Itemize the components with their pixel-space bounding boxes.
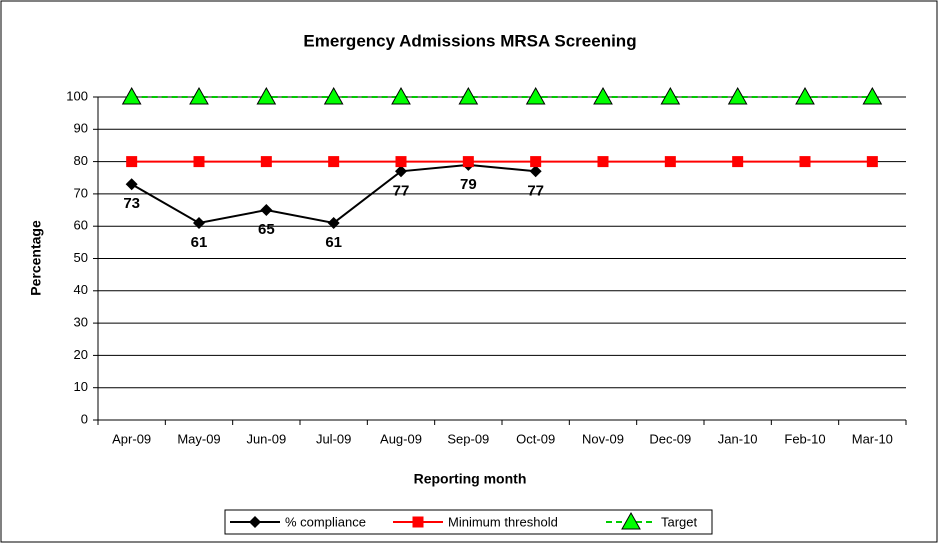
marker xyxy=(593,86,613,105)
x-tick-label: Jan-10 xyxy=(718,431,758,446)
legend-marker xyxy=(412,516,424,528)
data-label: 73 xyxy=(123,195,140,212)
marker xyxy=(328,156,340,168)
data-label: 79 xyxy=(460,176,477,193)
marker xyxy=(126,156,138,168)
marker xyxy=(530,156,542,168)
x-tick-label: Oct-09 xyxy=(516,431,555,446)
y-tick-label: 70 xyxy=(74,185,88,200)
legend-marker xyxy=(249,516,261,528)
data-label: 61 xyxy=(191,234,208,251)
marker xyxy=(327,216,340,229)
x-axis-label: Reporting month xyxy=(414,471,527,487)
marker xyxy=(664,156,676,168)
data-label: 61 xyxy=(325,234,342,251)
x-tick-label: May-09 xyxy=(177,431,220,446)
x-tick-label: Apr-09 xyxy=(112,431,151,446)
x-tick-label: Sep-09 xyxy=(447,431,489,446)
marker xyxy=(395,156,407,168)
y-tick-label: 60 xyxy=(74,218,88,233)
marker xyxy=(125,178,138,191)
y-tick-label: 40 xyxy=(74,282,88,297)
y-tick-label: 80 xyxy=(74,153,88,168)
legend-label: Target xyxy=(661,514,698,529)
data-label: 77 xyxy=(393,182,410,199)
marker xyxy=(391,86,411,105)
marker xyxy=(121,86,142,105)
y-tick-label: 50 xyxy=(74,250,88,265)
marker xyxy=(799,156,811,168)
y-tick-label: 30 xyxy=(74,315,88,330)
x-tick-label: Feb-10 xyxy=(784,431,825,446)
x-tick-label: Aug-09 xyxy=(380,431,422,446)
marker xyxy=(732,156,744,168)
x-tick-label: Jul-09 xyxy=(316,431,351,446)
x-tick-label: Mar-10 xyxy=(852,431,893,446)
marker xyxy=(525,86,546,105)
x-tick-label: Dec-09 xyxy=(649,431,691,446)
y-tick-label: 100 xyxy=(66,88,88,103)
data-label: 77 xyxy=(527,182,544,199)
marker xyxy=(727,86,748,105)
marker xyxy=(529,165,542,178)
marker xyxy=(256,86,277,105)
marker xyxy=(462,156,474,168)
marker xyxy=(260,156,272,168)
y-axis-label: Percentage xyxy=(28,220,44,296)
legend-marker xyxy=(621,511,641,530)
marker xyxy=(597,156,609,168)
x-tick-label: Jun-09 xyxy=(246,431,286,446)
marker xyxy=(193,216,205,229)
y-tick-label: 10 xyxy=(74,379,88,394)
marker xyxy=(395,165,407,178)
marker xyxy=(458,86,479,105)
chart-title: Emergency Admissions MRSA Screening xyxy=(303,31,636,50)
marker xyxy=(260,204,273,217)
data-label: 65 xyxy=(258,221,275,238)
marker xyxy=(193,156,205,168)
y-tick-label: 0 xyxy=(81,411,88,426)
marker xyxy=(795,86,815,105)
marker xyxy=(189,86,209,105)
x-tick-label: Nov-09 xyxy=(582,431,624,446)
marker xyxy=(862,86,883,105)
marker xyxy=(866,156,878,168)
y-tick-label: 20 xyxy=(74,347,88,362)
y-tick-label: 90 xyxy=(74,121,88,136)
legend-label: Minimum threshold xyxy=(448,514,558,529)
marker xyxy=(323,86,344,105)
marker xyxy=(660,86,681,105)
legend-label: % compliance xyxy=(285,514,366,529)
